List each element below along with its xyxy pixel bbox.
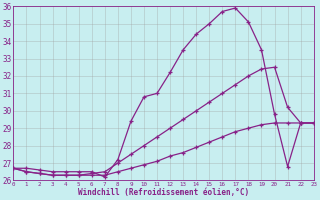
X-axis label: Windchill (Refroidissement éolien,°C): Windchill (Refroidissement éolien,°C) <box>78 188 249 197</box>
